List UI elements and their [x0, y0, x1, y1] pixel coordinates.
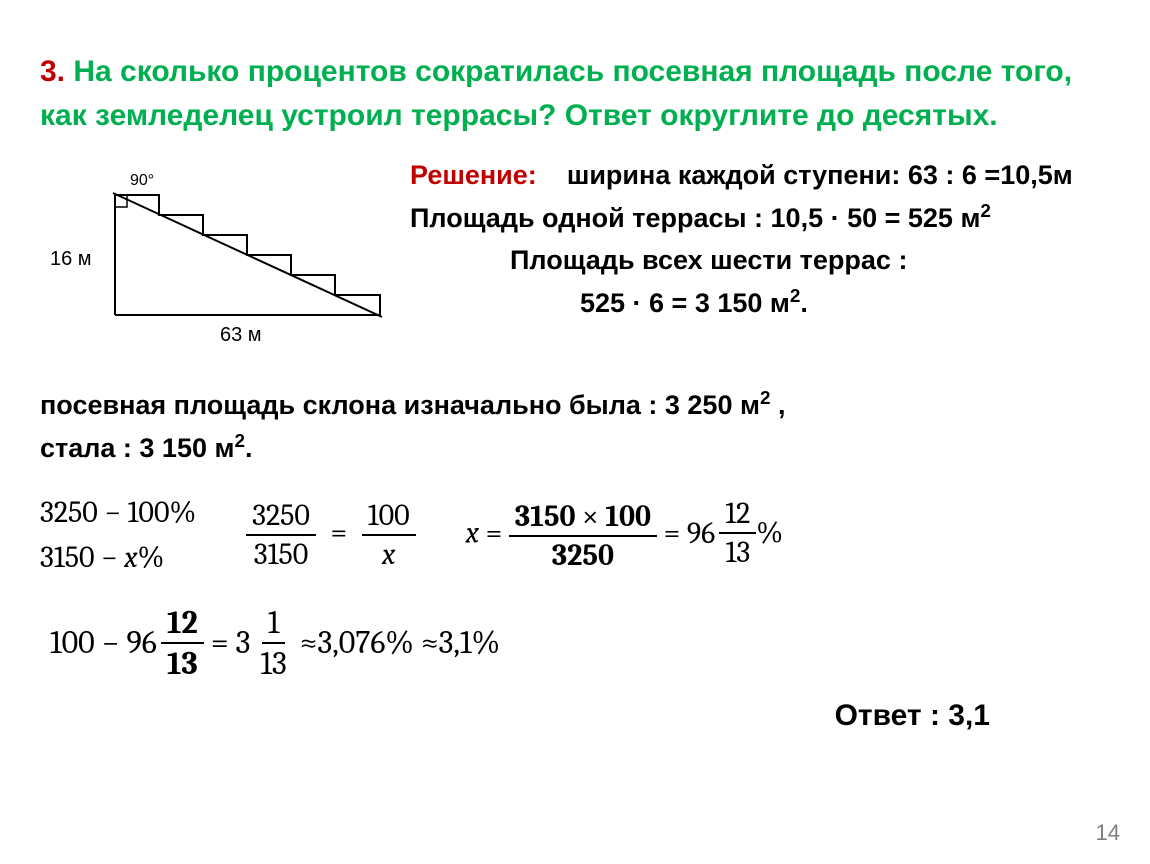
solution-line4-sup: 2 [790, 286, 801, 307]
answer-value: 3,1 [948, 699, 990, 732]
angle-label: 90° [130, 172, 154, 189]
diagram: 90° 16 м 63 м [40, 155, 400, 380]
page-number: 14 [1096, 820, 1120, 846]
approx-1: ≈3,076% [300, 624, 414, 661]
solution-line1: ширина каждой ступени: 63 : 6 =10,5м [567, 160, 1073, 190]
mixed-2a: 96 12 13 [127, 605, 204, 681]
base-label: 63 м [220, 324, 262, 346]
x-solution: x = 3150 × 100 3250 = 96 12 13 % [466, 497, 783, 572]
solution-line2: Площадь одной террасы : 10,5 · 50 = 525 … [410, 203, 980, 233]
problem-title: 3. На сколько процентов сократилась посе… [40, 50, 1110, 137]
answer-label: Ответ : [835, 699, 949, 732]
lower-text: посевная площадь склона изначально была … [40, 384, 1110, 470]
lower-line1-sup: 2 [760, 388, 771, 409]
approx-2: ≈3,1% [421, 624, 500, 661]
math-row-1: 3250 − 100% 3150 − x% 3250 3150 = 100 x … [40, 490, 1110, 580]
frac-3: 3150 × 100 3250 [509, 500, 657, 572]
staircase-svg: 90° 16 м 63 м [40, 165, 400, 375]
lower-line1a: посевная площадь склона изначально была … [40, 390, 760, 420]
prop-top: 3250 − 100% [40, 490, 196, 535]
solution-label: Решение: [410, 160, 537, 190]
math-row-2: 100 − 96 12 13 = 3 1 13 ≈3,076% ≈3,1% [50, 605, 1110, 681]
lower-line2a: стала : 3 150 м [40, 433, 234, 463]
mixed-1: 96 12 13 [687, 497, 756, 569]
lower-line1b: , [770, 390, 785, 420]
answer: Ответ : 3,1 [40, 699, 1110, 733]
solution-line2-sup: 2 [980, 201, 991, 222]
proportion-setup: 3250 − 100% 3150 − x% [40, 490, 196, 580]
problem-text: На сколько процентов сократилась посевна… [40, 55, 1072, 132]
mixed-2b: 3 1 13 [236, 605, 293, 681]
solution-line4-period: . [800, 288, 808, 318]
solution-text: Решение: ширина каждой ступени: 63 : 6 =… [400, 155, 1110, 324]
problem-number: 3. [40, 55, 65, 88]
prop-bot: 3150 − x% [40, 535, 196, 580]
frac-1: 3250 3150 [246, 499, 316, 571]
solution-line4: 525 · 6 = 3 150 м [580, 288, 790, 318]
height-label: 16 м [50, 248, 92, 270]
frac-2: 100 x [362, 499, 416, 571]
solution-line3: Площадь всех шести террас : [510, 245, 907, 275]
lower-line2b: . [245, 433, 253, 463]
eq-sign: = [331, 515, 348, 550]
lower-line2-sup: 2 [234, 431, 245, 452]
proportion-fracs: 3250 3150 = 100 x [246, 499, 415, 571]
